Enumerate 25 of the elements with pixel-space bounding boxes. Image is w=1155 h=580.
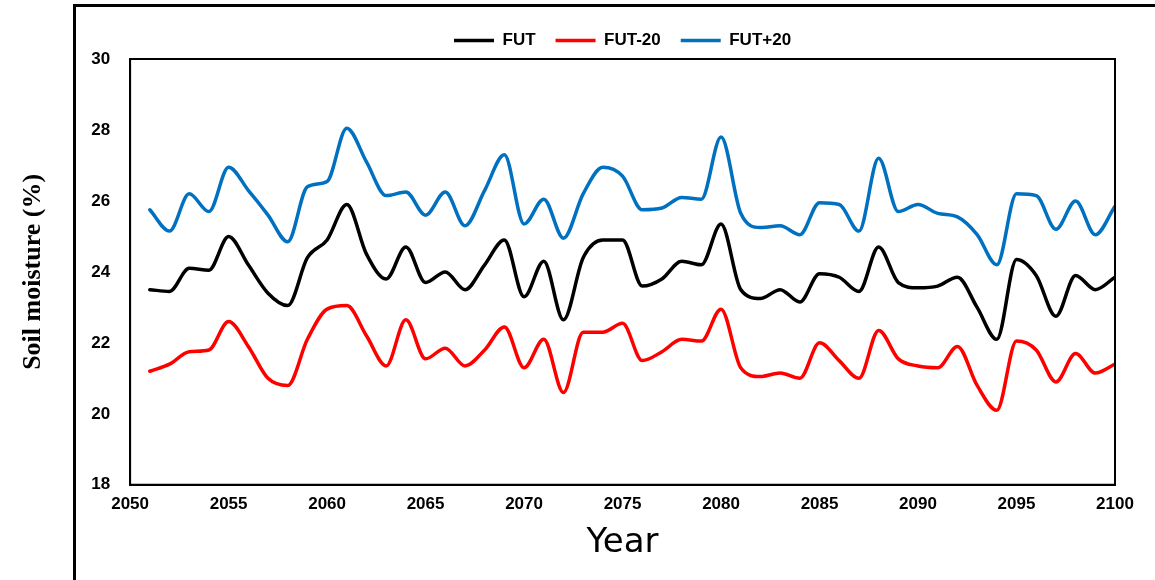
x-tick-label: 2070 bbox=[505, 493, 543, 513]
y-axis-title: Soil moisture (%) bbox=[17, 173, 47, 370]
y-tick-label: 22 bbox=[91, 332, 111, 352]
legend-label: FUT+20 bbox=[729, 30, 792, 50]
x-tick-label: 2060 bbox=[308, 493, 346, 513]
y-tick-label: 26 bbox=[91, 190, 111, 210]
y-tick-label: 20 bbox=[91, 403, 111, 423]
x-tick-label: 2095 bbox=[997, 493, 1036, 513]
x-tick-label: 2080 bbox=[702, 493, 740, 513]
legend-label: FUT bbox=[502, 30, 537, 50]
line-series bbox=[148, 303, 1115, 413]
x-tick-label: 2050 bbox=[111, 493, 150, 513]
x-tick-label: 2065 bbox=[406, 493, 445, 513]
y-tick-label: 24 bbox=[91, 261, 111, 281]
x-tick-label: 2055 bbox=[209, 493, 248, 513]
x-tick-label: 2100 bbox=[1096, 493, 1134, 513]
x-tick-label: 2075 bbox=[603, 493, 642, 513]
x-tick-label: 2090 bbox=[899, 493, 937, 513]
y-tick-label: 30 bbox=[91, 48, 111, 68]
x-axis-title: Year bbox=[585, 520, 659, 561]
y-tick-label: 28 bbox=[91, 119, 111, 139]
line-series bbox=[148, 126, 1115, 267]
y-tick-label: 18 bbox=[91, 474, 111, 494]
x-tick-label: 2085 bbox=[800, 493, 839, 513]
legend-label: FUT-20 bbox=[604, 30, 661, 50]
